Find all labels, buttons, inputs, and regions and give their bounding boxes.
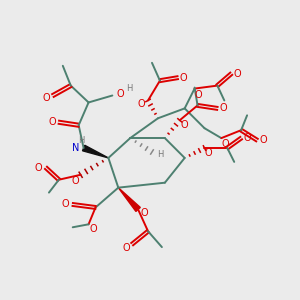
Text: O: O bbox=[233, 69, 241, 79]
Text: O: O bbox=[180, 73, 188, 83]
Text: O: O bbox=[243, 133, 251, 143]
Text: O: O bbox=[137, 99, 145, 110]
Text: N: N bbox=[72, 143, 80, 153]
Text: O: O bbox=[195, 89, 203, 100]
Text: O: O bbox=[220, 103, 227, 113]
Polygon shape bbox=[82, 145, 108, 158]
Text: O: O bbox=[259, 135, 267, 145]
Text: H: H bbox=[79, 136, 85, 145]
Text: O: O bbox=[90, 224, 97, 234]
Text: O: O bbox=[42, 94, 50, 103]
Text: O: O bbox=[48, 117, 56, 127]
Text: O: O bbox=[181, 120, 188, 130]
Text: O: O bbox=[116, 88, 124, 98]
Text: O: O bbox=[221, 139, 229, 149]
Text: H: H bbox=[126, 84, 132, 93]
Text: O: O bbox=[72, 176, 80, 186]
Text: H: H bbox=[157, 151, 163, 160]
Text: O: O bbox=[34, 163, 42, 173]
Text: O: O bbox=[122, 243, 130, 253]
Text: O: O bbox=[205, 148, 212, 158]
Text: O: O bbox=[62, 200, 70, 209]
Text: O: O bbox=[140, 208, 148, 218]
Polygon shape bbox=[118, 188, 140, 212]
